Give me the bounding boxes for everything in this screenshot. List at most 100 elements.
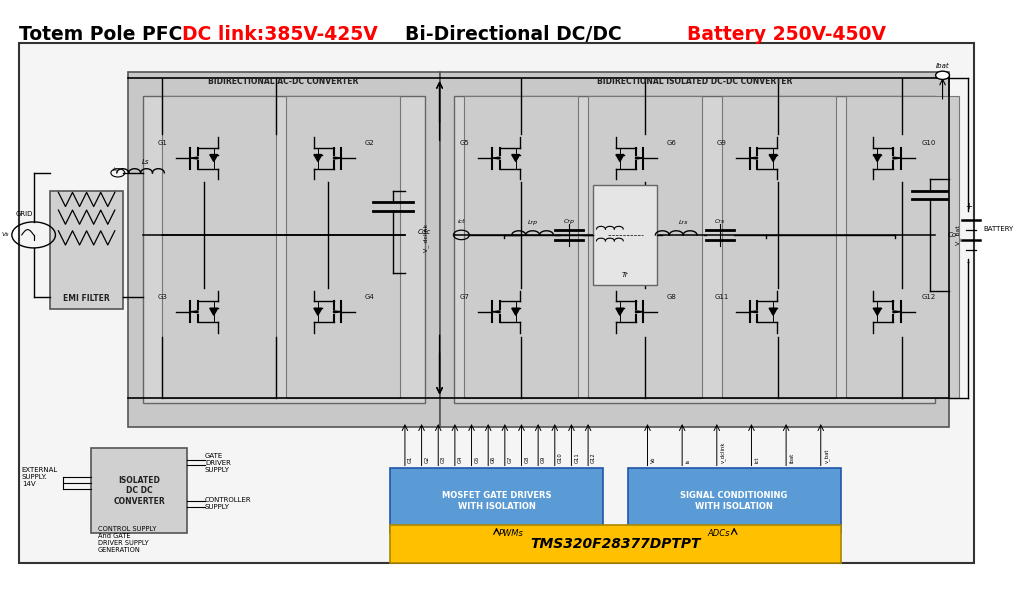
Text: G4: G4 — [458, 455, 463, 463]
Text: G9: G9 — [542, 455, 546, 463]
Text: G2: G2 — [425, 455, 430, 463]
Text: EMI FILTER: EMI FILTER — [63, 294, 110, 303]
Polygon shape — [635, 311, 643, 312]
Text: G8: G8 — [524, 455, 529, 463]
Text: G11: G11 — [715, 294, 729, 300]
Text: G10: G10 — [558, 452, 563, 463]
Text: EXTERNAL
SUPPLY.
14V: EXTERNAL SUPPLY. 14V — [21, 467, 58, 487]
Text: GATE
DRIVER
SUPPLY: GATE DRIVER SUPPLY — [205, 453, 231, 473]
Text: Lrs: Lrs — [678, 220, 688, 226]
Text: G7: G7 — [459, 294, 469, 300]
Text: ISOLATED
DC DC
CONVERTER: ISOLATED DC DC CONVERTER — [113, 476, 165, 505]
Text: G9: G9 — [717, 140, 727, 146]
Text: G4: G4 — [364, 294, 375, 300]
Text: -: - — [967, 258, 970, 267]
Polygon shape — [635, 157, 643, 159]
Text: Lrp: Lrp — [527, 220, 538, 226]
Polygon shape — [190, 311, 199, 312]
Bar — [127, 72, 440, 427]
Text: DC link:385V-425V: DC link:385V-425V — [182, 25, 378, 44]
Polygon shape — [749, 311, 757, 312]
Bar — [464, 96, 578, 397]
Polygon shape — [873, 308, 882, 315]
Polygon shape — [512, 154, 519, 162]
Text: Crs: Crs — [715, 219, 725, 225]
Polygon shape — [616, 154, 624, 162]
Bar — [390, 525, 841, 563]
Polygon shape — [893, 157, 901, 159]
Text: V_ dclink: V_ dclink — [422, 224, 429, 252]
Polygon shape — [492, 311, 500, 312]
Polygon shape — [334, 311, 341, 312]
Text: G8: G8 — [667, 294, 676, 300]
Text: ict: ict — [457, 219, 465, 225]
Text: G1: G1 — [158, 140, 167, 146]
Bar — [593, 185, 658, 285]
Polygon shape — [770, 154, 777, 162]
Polygon shape — [334, 157, 341, 159]
Text: +: + — [965, 203, 972, 211]
Circle shape — [936, 71, 950, 80]
Polygon shape — [770, 308, 777, 315]
Text: ibat: ibat — [789, 452, 794, 463]
Polygon shape — [190, 157, 199, 159]
Bar — [628, 469, 841, 533]
Text: G2: G2 — [364, 140, 375, 146]
Text: G12: G12 — [591, 452, 597, 463]
Text: TMS320F28377DPTPT: TMS320F28377DPTPT — [530, 537, 700, 551]
Text: Bi-Directional DC/DC: Bi-Directional DC/DC — [405, 25, 622, 44]
Text: Co: Co — [948, 232, 957, 238]
Text: BATTERY: BATTERY — [983, 226, 1013, 232]
Text: ict: ict — [754, 456, 759, 463]
Text: G11: G11 — [574, 452, 579, 463]
Text: GRID: GRID — [16, 211, 34, 217]
Polygon shape — [893, 311, 901, 312]
Text: Tr: Tr — [622, 272, 628, 278]
Text: Battery 250V-450V: Battery 250V-450V — [687, 25, 886, 44]
Polygon shape — [314, 308, 322, 315]
Text: PWMs: PWMs — [499, 529, 524, 538]
Polygon shape — [873, 154, 882, 162]
Text: Vo: Vo — [651, 456, 656, 463]
Text: is: is — [685, 459, 690, 463]
Text: Totem Pole PFC: Totem Pole PFC — [18, 25, 182, 44]
Text: Ibat: Ibat — [936, 64, 950, 69]
Polygon shape — [314, 154, 322, 162]
Bar — [143, 96, 425, 403]
Bar — [846, 96, 959, 397]
Text: G6: G6 — [491, 455, 496, 463]
Text: is: is — [113, 168, 118, 172]
Text: G12: G12 — [921, 294, 936, 300]
Polygon shape — [210, 308, 218, 315]
Text: G5: G5 — [474, 455, 479, 463]
Text: G3: G3 — [441, 455, 446, 463]
Text: ADCs: ADCs — [708, 529, 730, 538]
Text: V_ bat: V_ bat — [956, 225, 961, 245]
Text: G6: G6 — [667, 140, 676, 146]
Polygon shape — [512, 308, 519, 315]
Text: Cdc: Cdc — [417, 229, 431, 235]
Bar — [722, 96, 836, 397]
Text: G5: G5 — [459, 140, 469, 146]
Bar — [588, 96, 702, 397]
Text: Vs: Vs — [1, 232, 9, 238]
Bar — [18, 43, 974, 563]
Text: G1: G1 — [408, 455, 413, 463]
Text: G10: G10 — [921, 140, 936, 146]
Text: Ls: Ls — [142, 159, 150, 165]
Bar — [51, 191, 123, 309]
Bar — [390, 469, 603, 533]
Bar — [162, 96, 276, 397]
Polygon shape — [749, 157, 757, 159]
Text: MOSFET GATE DRIVERS
WITH ISOLATION: MOSFET GATE DRIVERS WITH ISOLATION — [442, 491, 552, 511]
Text: Crp: Crp — [564, 219, 575, 225]
Text: CONTROL SUPPLY
And GATE
DRIVER SUPPLY
GENERATION: CONTROL SUPPLY And GATE DRIVER SUPPLY GE… — [98, 526, 157, 553]
Text: G7: G7 — [508, 455, 513, 463]
Bar — [440, 72, 950, 427]
Text: CONTROLLER
SUPPLY: CONTROLLER SUPPLY — [205, 497, 251, 510]
Polygon shape — [492, 157, 500, 159]
Text: v_bat: v_bat — [824, 448, 830, 463]
Text: G3: G3 — [158, 294, 167, 300]
Text: SIGNAL CONDITIONING
WITH ISOLATION: SIGNAL CONDITIONING WITH ISOLATION — [680, 491, 788, 511]
Text: BIDIRECTIONAL AC-DC CONVERTER: BIDIRECTIONAL AC-DC CONVERTER — [209, 77, 358, 86]
